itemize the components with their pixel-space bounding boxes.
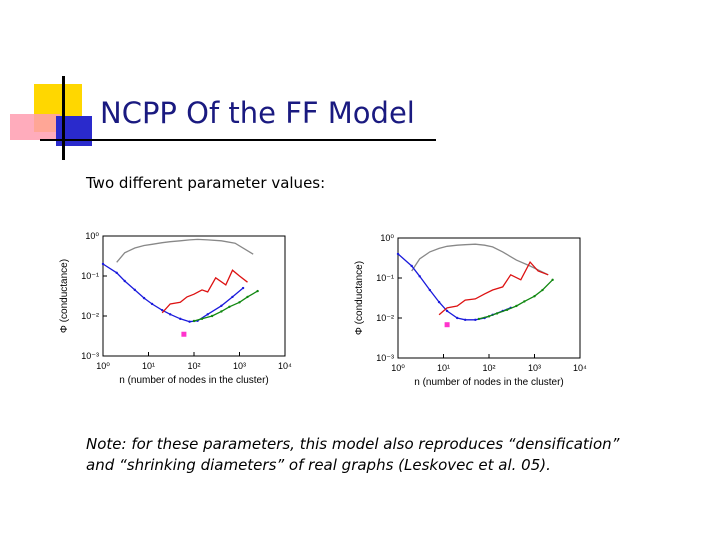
plot-frame	[397, 237, 581, 359]
slide-note: Note: for these parameters, this model a…	[86, 434, 619, 476]
chart-left: 10⁰ 10¹ 10² 10³ 10⁴ 10⁰ 10⁻¹ 10⁻² 10⁻³ n (number …	[59, 231, 292, 386]
data-point	[241, 286, 245, 290]
series-line-2	[438, 260, 549, 316]
x-tick-label: 10²	[482, 363, 495, 373]
note-line-1: Note: for these parameters, this model a…	[86, 435, 620, 453]
data-point	[533, 295, 536, 298]
x-tick-label: 10¹	[142, 361, 155, 371]
data-point	[231, 295, 234, 299]
deco-pink-block	[10, 114, 60, 140]
series-line-1	[102, 263, 244, 323]
x-tick-label: 10²	[187, 361, 200, 371]
data-point	[220, 304, 223, 307]
series-line-0	[116, 238, 254, 263]
data-point	[133, 288, 137, 292]
y-tick-label: 10⁻²	[376, 313, 394, 323]
data-point	[192, 319, 196, 323]
x-tick-label: 10³	[233, 361, 246, 371]
y-axis-label: Φ (conductance)	[59, 259, 70, 333]
data-point	[418, 275, 421, 278]
x-tick-label: 10⁴	[278, 361, 292, 371]
y-tick-label: 10⁰	[380, 233, 394, 243]
data-point	[523, 300, 526, 303]
data-point	[115, 271, 118, 275]
y-tick-label: 10⁻³	[376, 353, 394, 363]
y-tick-label: 10⁻¹	[81, 271, 99, 281]
data-point	[495, 312, 499, 315]
data-point	[396, 252, 400, 256]
data-point	[477, 317, 481, 321]
data-point	[410, 264, 413, 268]
data-point	[179, 317, 182, 321]
series-line-3	[478, 279, 554, 320]
data-point	[200, 317, 204, 321]
series-line-1	[397, 253, 511, 321]
data-point	[455, 316, 459, 320]
data-point	[515, 304, 518, 308]
y-tick-label: 10⁰	[85, 231, 99, 241]
data-point	[101, 262, 105, 266]
data-point	[428, 288, 432, 292]
x-tick-label: 10¹	[437, 363, 450, 373]
x-tick-label: 10³	[528, 363, 541, 373]
data-point	[445, 309, 449, 313]
title-underline	[40, 139, 436, 141]
data-point	[169, 313, 172, 316]
min-marker	[181, 331, 187, 337]
x-tick-label: 10⁰	[96, 361, 110, 371]
data-point	[188, 320, 191, 323]
y-axis-label: Φ (conductance)	[354, 261, 365, 335]
data-point	[150, 302, 154, 306]
x-tick-label: 10⁴	[573, 363, 587, 373]
data-point	[505, 308, 509, 312]
data-point	[541, 288, 544, 292]
series-line-3	[193, 290, 258, 322]
data-point	[123, 279, 126, 283]
plot-frame	[102, 235, 286, 357]
data-point	[220, 310, 223, 313]
deco-vertical-line	[62, 76, 65, 160]
note-line-2: and “shrinking diameters” of real graphs…	[86, 456, 551, 474]
data-point	[142, 296, 146, 300]
series-line-2	[161, 269, 248, 314]
data-point	[210, 314, 214, 318]
slide-subtitle: Two different parameter values:	[86, 174, 326, 192]
data-point	[487, 315, 491, 318]
data-point	[464, 318, 467, 322]
data-point	[256, 289, 259, 293]
min-marker	[444, 322, 450, 328]
data-point	[437, 300, 441, 304]
data-point	[238, 301, 241, 304]
x-tick-label: 10⁰	[391, 363, 405, 373]
data-point	[206, 313, 209, 316]
y-tick-label: 10⁻³	[81, 351, 99, 361]
slide-title: NCPP Of the FF Model	[100, 96, 415, 130]
y-tick-label: 10⁻¹	[376, 273, 394, 283]
data-point	[551, 278, 554, 282]
series-line-0	[411, 243, 549, 276]
y-tick-label: 10⁻²	[81, 311, 99, 321]
data-point	[474, 318, 477, 322]
data-point	[160, 308, 164, 312]
chart-right: 10⁰ 10¹ 10² 10³ 10⁴ 10⁰ 10⁻¹ 10⁻² 10⁻³ n (number …	[354, 233, 587, 388]
data-point	[246, 295, 249, 299]
x-axis-label: n (number of nodes in the cluster)	[414, 377, 564, 388]
x-axis-label: n (number of nodes in the cluster)	[119, 375, 269, 386]
data-point	[228, 305, 231, 308]
